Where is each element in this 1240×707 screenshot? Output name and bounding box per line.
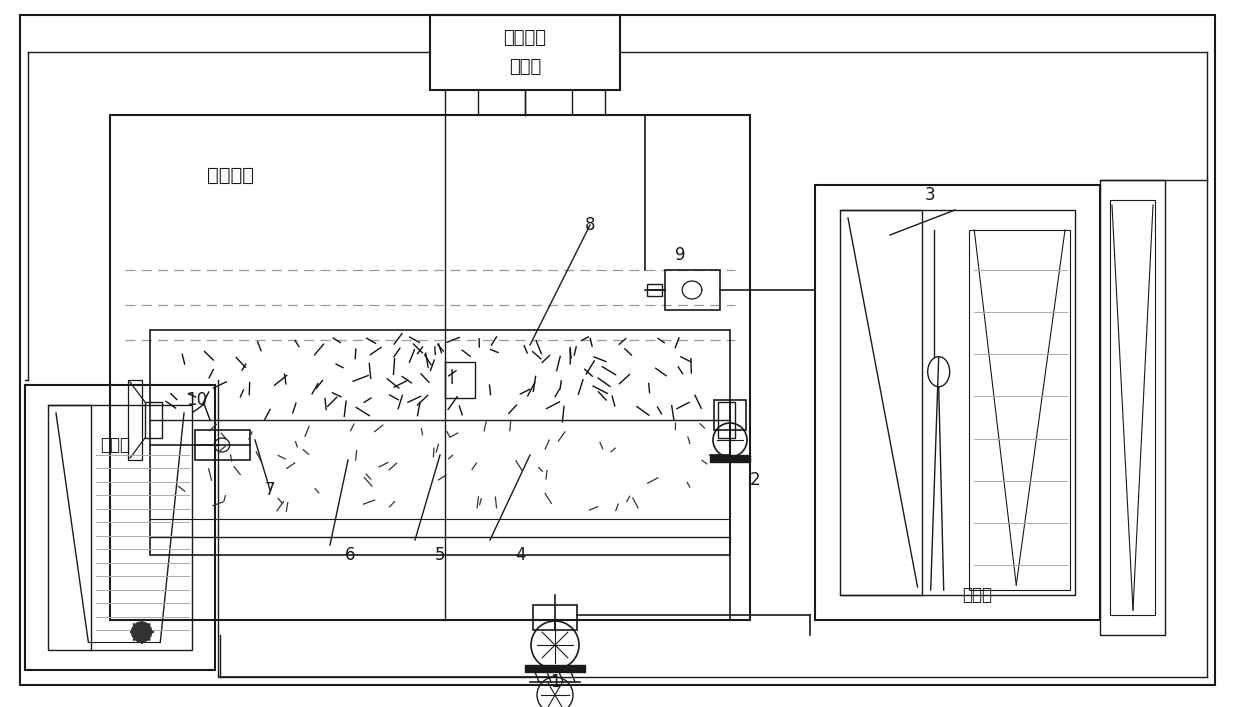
Bar <box>128 380 143 460</box>
Text: 1: 1 <box>549 673 560 691</box>
Bar <box>445 362 475 398</box>
Bar <box>195 430 250 460</box>
Text: 7: 7 <box>265 481 275 499</box>
Bar <box>145 402 162 438</box>
Text: 10: 10 <box>186 391 207 409</box>
Bar <box>1100 180 1166 635</box>
Text: 远程智能
控制笱: 远程智能 控制笱 <box>503 29 547 76</box>
Text: 9: 9 <box>675 246 686 264</box>
Bar <box>110 115 750 620</box>
Bar <box>533 605 577 630</box>
Bar <box>25 385 215 670</box>
Bar <box>839 210 1075 595</box>
Text: 蓄水池: 蓄水池 <box>962 586 992 604</box>
Bar <box>665 270 720 310</box>
Bar <box>48 405 192 650</box>
Bar <box>815 185 1100 620</box>
Text: 5: 5 <box>435 546 445 564</box>
Bar <box>430 15 620 90</box>
Text: 3: 3 <box>925 186 935 204</box>
Bar <box>714 400 746 430</box>
Text: 6: 6 <box>345 546 355 564</box>
Bar <box>150 330 730 555</box>
Bar <box>711 455 750 462</box>
Bar <box>970 230 1070 590</box>
Text: 2: 2 <box>750 471 760 489</box>
Bar <box>525 665 585 672</box>
Text: 8: 8 <box>585 216 595 234</box>
Text: 集水池: 集水池 <box>100 436 130 454</box>
Text: 模拟稻田: 模拟稻田 <box>207 165 253 185</box>
Bar <box>718 402 735 438</box>
Bar <box>1110 200 1154 615</box>
Bar <box>647 284 662 296</box>
Text: 4: 4 <box>515 546 526 564</box>
Circle shape <box>131 622 151 642</box>
